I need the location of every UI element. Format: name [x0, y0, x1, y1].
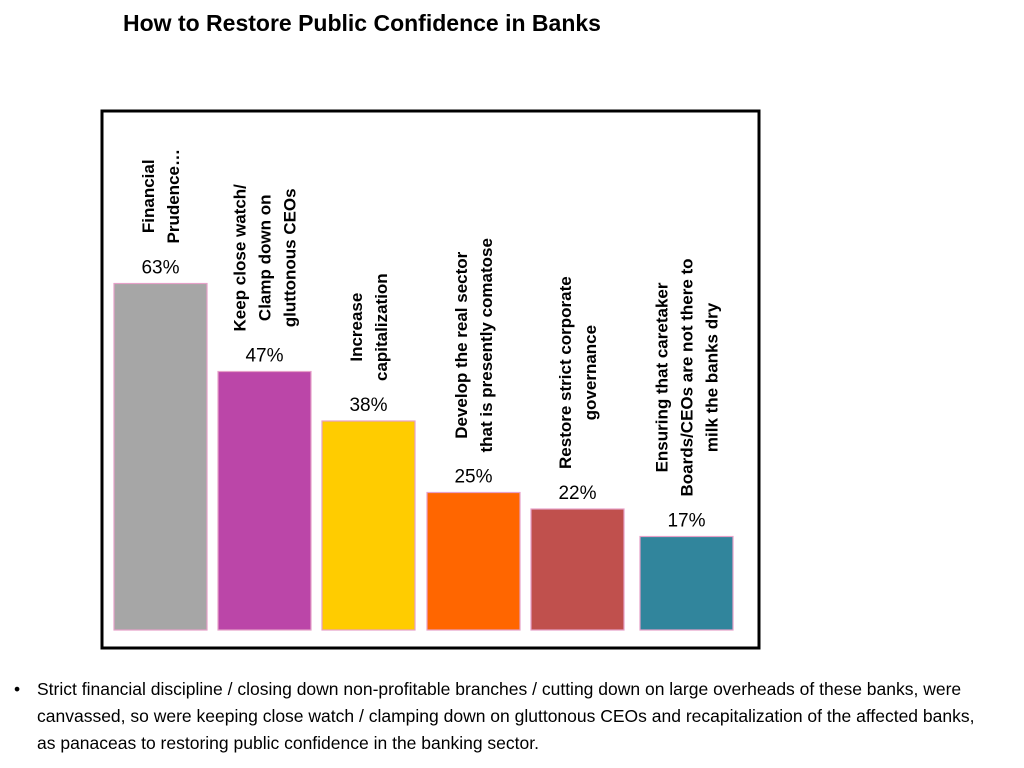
- bullet-marker: •: [14, 679, 21, 699]
- category-label-3: Increase capitalization: [347, 273, 391, 381]
- bar-2: [217, 370, 312, 631]
- bar-3: [321, 420, 416, 631]
- category-label-5: Restore strict corporate governance: [556, 276, 600, 469]
- category-label-4: Develop the real sector that is presently…: [452, 238, 496, 452]
- value-label-6: 17%: [667, 511, 705, 532]
- chart-title: How to Restore Public Confidence in Bank…: [123, 10, 601, 36]
- bar-6: [639, 535, 734, 631]
- value-label-5: 22%: [558, 483, 596, 504]
- value-label-2: 47%: [245, 346, 283, 367]
- category-label-6: Ensuring that caretaker Boards/CEOs are n…: [653, 258, 722, 496]
- value-label-3: 38%: [349, 395, 387, 416]
- value-label-4: 25%: [454, 467, 492, 488]
- category-label-2: Keep close watch/Clamp down on gluttonous…: [231, 184, 300, 332]
- category-label-1: Financial Prudence…: [139, 149, 183, 243]
- bar-5: [530, 508, 625, 631]
- footer-note: • Strict financial discipline / closing …: [14, 676, 994, 757]
- bars: 63% Financial Prudence… 47% Keep close watch…: [113, 149, 734, 631]
- value-label-1: 63%: [141, 258, 179, 279]
- bar-1: [113, 282, 208, 631]
- bar-4: [426, 491, 521, 631]
- footer-text: Strict financial discipline / closing do…: [37, 679, 975, 753]
